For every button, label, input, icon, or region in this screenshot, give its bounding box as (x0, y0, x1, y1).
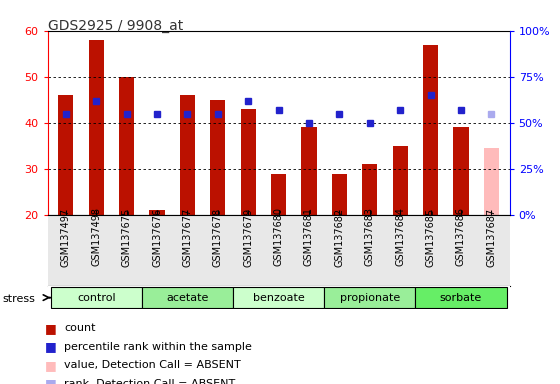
Text: value, Detection Call = ABSENT: value, Detection Call = ABSENT (64, 360, 241, 370)
Text: stress: stress (3, 294, 36, 304)
Text: rank, Detection Call = ABSENT: rank, Detection Call = ABSENT (64, 379, 236, 384)
Bar (50, 287, 142, 308)
Bar (210, 100, 226, 215)
Text: ■: ■ (45, 322, 57, 335)
Bar (393, 146, 408, 215)
Text: ■: ■ (45, 377, 57, 384)
Bar (324, 287, 416, 308)
Text: ■: ■ (45, 359, 57, 372)
Bar (58, 95, 73, 215)
Text: percentile rank within the sample: percentile rank within the sample (64, 342, 252, 352)
Bar (142, 287, 233, 308)
Bar (362, 164, 377, 215)
Bar (332, 174, 347, 215)
Bar (301, 127, 316, 215)
Text: control: control (77, 293, 115, 303)
Text: sorbate: sorbate (440, 293, 482, 303)
Bar (241, 109, 256, 215)
Bar (484, 148, 499, 215)
Text: propionate: propionate (340, 293, 400, 303)
Text: ■: ■ (45, 340, 57, 353)
Bar (423, 45, 438, 215)
Bar (271, 174, 286, 215)
Text: GDS2925 / 9908_at: GDS2925 / 9908_at (48, 19, 183, 33)
Bar (416, 287, 507, 308)
Bar (180, 95, 195, 215)
Text: count: count (64, 323, 96, 333)
Text: benzoate: benzoate (253, 293, 305, 303)
Bar (454, 127, 469, 215)
Text: acetate: acetate (166, 293, 209, 303)
Bar (233, 287, 324, 308)
Bar (119, 77, 134, 215)
Bar (150, 210, 165, 215)
Bar (88, 40, 104, 215)
